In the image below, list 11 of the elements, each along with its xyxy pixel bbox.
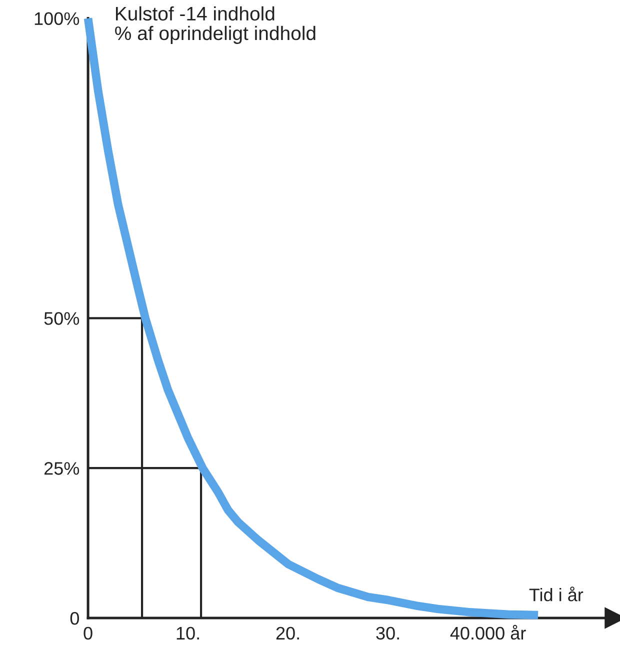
y-tick-label: 50% [44,312,80,325]
y-tick-label: 25% [44,462,80,475]
y-axis-title: Kulstof -14 indhold % af oprindeligt indhold [115,6,316,44]
x-tick-label: 30. [376,626,399,640]
y-tick-label: 0 [70,612,79,625]
y-tick-label: 100% [34,12,80,26]
x-tick-label: 10. [176,626,199,640]
x-tick-label: 20. [276,626,299,640]
x-tick-label: 0 [84,626,92,640]
x-tick-label: 40.000 år [450,624,526,640]
x-axis-title: Tid i år [529,586,584,602]
